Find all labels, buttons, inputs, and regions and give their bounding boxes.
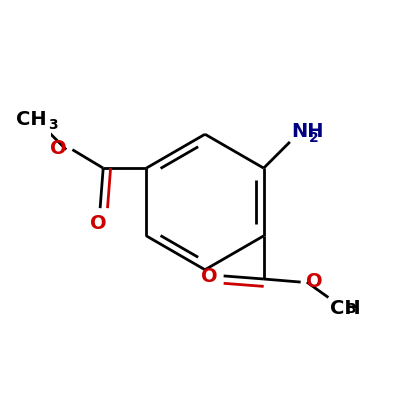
Text: 2: 2 bbox=[309, 131, 318, 145]
Text: O: O bbox=[50, 139, 67, 158]
Text: O: O bbox=[90, 214, 107, 233]
Text: CH: CH bbox=[16, 110, 46, 129]
Text: 3: 3 bbox=[346, 302, 356, 316]
Text: CH: CH bbox=[330, 299, 360, 318]
Text: NH: NH bbox=[292, 122, 324, 141]
Text: O: O bbox=[202, 267, 218, 286]
Text: 3: 3 bbox=[48, 118, 58, 132]
Text: O: O bbox=[306, 272, 323, 291]
